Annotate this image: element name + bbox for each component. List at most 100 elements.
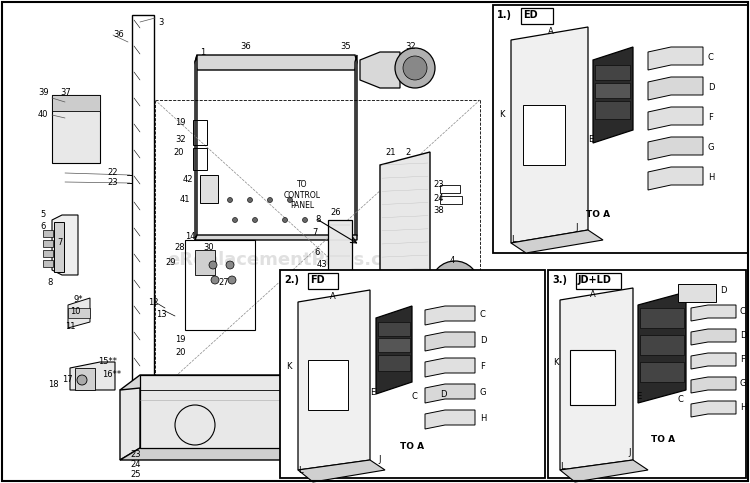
- Text: 31: 31: [418, 382, 429, 391]
- Bar: [195, 250, 215, 275]
- Circle shape: [395, 48, 435, 88]
- Text: K: K: [499, 110, 505, 119]
- Text: 39: 39: [38, 88, 49, 97]
- Bar: [378, 322, 410, 336]
- Text: C: C: [708, 53, 714, 62]
- Text: A: A: [300, 362, 306, 371]
- Bar: [378, 355, 410, 371]
- Bar: [640, 308, 684, 328]
- Text: 26: 26: [330, 208, 340, 217]
- Bar: [140, 375, 470, 448]
- Text: 45: 45: [312, 348, 322, 357]
- Text: G: G: [480, 388, 487, 397]
- Polygon shape: [511, 230, 603, 253]
- Polygon shape: [425, 384, 475, 403]
- Polygon shape: [298, 460, 385, 482]
- Polygon shape: [360, 52, 400, 88]
- Polygon shape: [648, 137, 703, 160]
- Circle shape: [431, 261, 479, 309]
- Circle shape: [248, 198, 253, 202]
- Circle shape: [228, 276, 236, 284]
- Text: 44: 44: [314, 320, 325, 329]
- Text: TO
CONTROL
PANEL: TO CONTROL PANEL: [284, 180, 320, 210]
- Text: 25: 25: [130, 470, 140, 479]
- Text: F: F: [708, 113, 712, 122]
- Bar: [132, 15, 154, 430]
- Polygon shape: [120, 375, 470, 390]
- Text: FD: FD: [310, 275, 325, 285]
- Text: 20: 20: [175, 348, 185, 357]
- Text: F: F: [740, 355, 745, 364]
- Text: 23: 23: [433, 180, 444, 189]
- Bar: [68, 308, 90, 318]
- Text: 2: 2: [405, 148, 410, 157]
- Polygon shape: [648, 167, 703, 190]
- Text: 40: 40: [38, 110, 49, 119]
- Circle shape: [268, 198, 272, 202]
- Text: D: D: [720, 286, 727, 295]
- Text: D: D: [480, 336, 487, 345]
- Bar: [523, 105, 565, 165]
- Text: L: L: [511, 235, 516, 244]
- Text: 18: 18: [48, 380, 58, 389]
- Bar: [548, 270, 746, 478]
- Bar: [440, 185, 460, 193]
- Text: D: D: [740, 331, 746, 340]
- Text: 6: 6: [40, 222, 45, 231]
- Polygon shape: [691, 377, 736, 393]
- Text: 14: 14: [185, 232, 196, 241]
- Text: 17: 17: [62, 375, 73, 384]
- Circle shape: [283, 217, 287, 223]
- Text: 21: 21: [385, 148, 395, 157]
- Polygon shape: [593, 47, 633, 143]
- Text: 1: 1: [200, 48, 206, 57]
- Text: 23: 23: [107, 178, 118, 187]
- Text: D: D: [708, 83, 715, 92]
- Text: 30: 30: [203, 243, 214, 252]
- Polygon shape: [355, 55, 357, 240]
- Bar: [200, 175, 218, 203]
- Text: 24: 24: [433, 194, 443, 203]
- Text: 9*: 9*: [73, 295, 82, 304]
- Text: eReplacementParts.com: eReplacementParts.com: [167, 251, 413, 269]
- Text: E: E: [636, 392, 641, 401]
- Text: 36: 36: [240, 42, 250, 51]
- Polygon shape: [560, 288, 633, 470]
- Text: 41: 41: [180, 195, 190, 204]
- Polygon shape: [691, 305, 736, 321]
- Text: JD+LD: JD+LD: [578, 275, 612, 285]
- Text: 8: 8: [315, 215, 320, 224]
- Polygon shape: [425, 306, 475, 325]
- Text: 11: 11: [65, 322, 76, 331]
- Bar: [75, 368, 95, 390]
- Text: ED: ED: [523, 10, 538, 20]
- Text: C: C: [740, 307, 746, 316]
- Circle shape: [226, 261, 234, 269]
- Text: TO A: TO A: [651, 435, 675, 444]
- Text: L: L: [560, 462, 565, 471]
- Text: H: H: [708, 173, 714, 182]
- Polygon shape: [425, 410, 475, 429]
- Polygon shape: [511, 27, 588, 243]
- Bar: [52, 95, 100, 163]
- Bar: [678, 284, 716, 302]
- Polygon shape: [425, 332, 475, 351]
- Bar: [52, 95, 100, 111]
- Polygon shape: [195, 55, 357, 70]
- Text: 42: 42: [183, 175, 194, 184]
- Text: L: L: [298, 466, 302, 475]
- Circle shape: [287, 198, 292, 202]
- Polygon shape: [691, 329, 736, 345]
- Circle shape: [227, 198, 232, 202]
- Text: J: J: [575, 223, 578, 232]
- Text: E: E: [588, 135, 593, 144]
- Bar: [640, 335, 684, 355]
- Text: 27: 27: [218, 278, 229, 287]
- Text: 1.): 1.): [497, 10, 512, 20]
- Text: TO A: TO A: [586, 210, 610, 219]
- Text: A: A: [330, 292, 336, 301]
- Text: 8: 8: [47, 278, 53, 287]
- Bar: [280, 270, 545, 478]
- Polygon shape: [70, 362, 115, 390]
- Polygon shape: [648, 77, 703, 100]
